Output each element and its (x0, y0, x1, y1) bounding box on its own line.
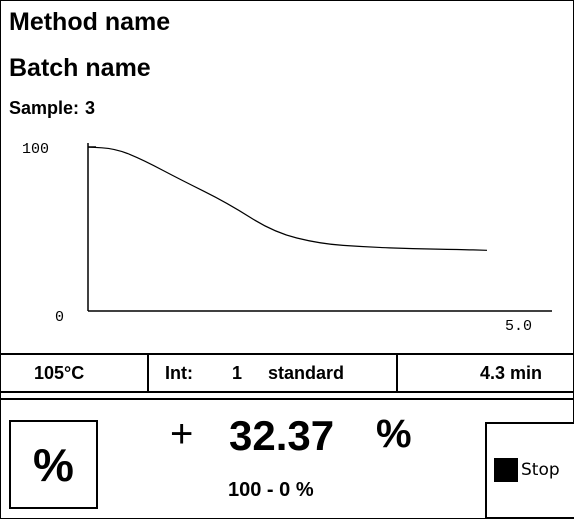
result-range: 100 - 0 % (228, 479, 314, 501)
stop-button[interactable]: Stop (485, 422, 574, 519)
sample-info: Sample: 3 (9, 98, 95, 119)
sample-number: 3 (85, 98, 96, 118)
temperature-value: 105°C (34, 363, 85, 383)
unit-button[interactable]: % (9, 420, 98, 509)
result-unit: % (376, 412, 412, 456)
interval-label: Int: (165, 363, 193, 383)
y-tick-0: 0 (55, 309, 64, 326)
result-value: 32.37 (229, 412, 335, 459)
mode-value: standard (268, 363, 345, 383)
method-name: Method name (9, 8, 171, 36)
stop-label: Stop (521, 460, 560, 480)
batch-name: Batch name (9, 54, 151, 82)
y-tick-100: 100 (22, 141, 49, 158)
interval-value: 1 (232, 363, 243, 383)
drying-curve-chart: 100 0 5.0 (22, 141, 552, 335)
status-bar: 105°C Int: 1 standard 4.3 min (0, 353, 574, 393)
elapsed-time: 4.3 min (480, 363, 543, 383)
divider (0, 398, 574, 400)
x-tick-5: 5.0 (505, 318, 532, 335)
status-separator (147, 355, 149, 391)
sample-label: Sample: (9, 98, 80, 118)
series-line (87, 146, 488, 251)
result-sign: + (170, 412, 194, 456)
status-separator (396, 355, 398, 391)
stop-icon (494, 458, 518, 482)
